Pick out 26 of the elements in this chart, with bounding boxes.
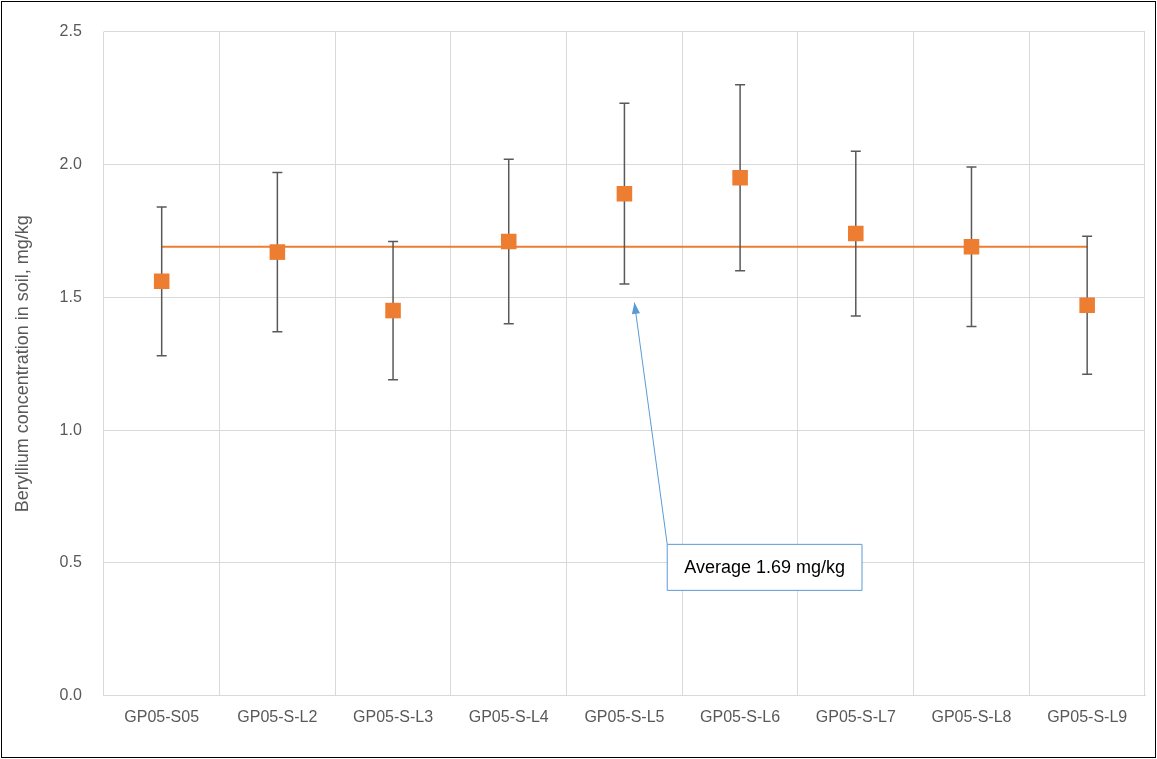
x-tick-label: GP05-S-L8 — [931, 707, 1012, 725]
x-tick-label: GP05-S-L4 — [468, 707, 549, 725]
x-tick-label: GP05-S05 — [124, 707, 200, 725]
y-tick-label: 1.5 — [59, 287, 82, 305]
y-tick-label: 1.0 — [59, 420, 82, 438]
y-tick-label: 0.0 — [59, 686, 82, 704]
y-tick-label: 2.0 — [59, 154, 82, 172]
y-tick-label: 2.5 — [59, 22, 82, 40]
point — [153, 273, 170, 290]
x-tick-label: GP05-S-L9 — [1047, 707, 1128, 725]
point — [500, 233, 517, 250]
point — [963, 239, 980, 255]
point — [385, 302, 401, 319]
point — [1079, 297, 1095, 314]
y-tick-label: 0.5 — [59, 553, 82, 571]
x-tick-label: GP05-S-L5 — [584, 707, 665, 725]
point — [732, 169, 748, 186]
x-tick-label: GP05-S-L6 — [700, 707, 781, 725]
x-tick-label: GP05-S-L2 — [237, 707, 318, 725]
x-tick-label: GP05-S-L3 — [353, 707, 434, 725]
annotation: Average 1.69 mg/kg — [684, 557, 846, 578]
point — [848, 225, 864, 242]
y-axis-title: Beryllium concentration in soil, mg/kg — [11, 215, 32, 513]
x-tick-label: GP05-S-L7 — [815, 707, 896, 725]
point — [269, 244, 286, 260]
point — [616, 185, 633, 202]
